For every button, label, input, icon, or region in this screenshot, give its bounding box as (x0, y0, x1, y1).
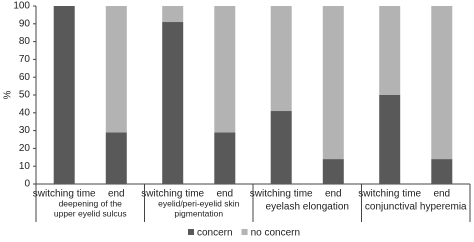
y-tick-label: 10 (19, 161, 31, 172)
bar-segment (270, 6, 292, 112)
bar-segment (214, 132, 236, 184)
group-label: eyelash elongation (266, 202, 349, 213)
x-tick-label: switching time (33, 189, 96, 200)
bar-segment (214, 6, 236, 133)
y-tick-label: 30 (19, 125, 31, 136)
bar-segment (322, 159, 344, 184)
group-label: conjunctival hyperemia (365, 202, 467, 213)
x-tick-label: end (325, 189, 342, 200)
bar-segment (379, 95, 401, 184)
bar-segment (162, 22, 184, 184)
y-tick-label: 70 (19, 54, 31, 65)
y-axis-label: % (3, 90, 14, 99)
legend-swatch (188, 229, 194, 235)
bar-segment (105, 6, 127, 133)
x-tick-label: end (108, 189, 125, 200)
x-tick-label: end (433, 189, 450, 200)
y-tick-label: 20 (19, 143, 31, 154)
group-label: pigmentation (174, 208, 223, 218)
y-tick-label: 0 (24, 179, 30, 190)
legend-label: concern (197, 228, 233, 239)
group-label: eyelid/peri-eyelid skin (158, 198, 240, 208)
y-tick-label: 50 (19, 90, 31, 101)
bar-segment (431, 159, 453, 184)
x-tick-label: switching time (141, 189, 204, 200)
bar-segment (53, 6, 75, 184)
bar-segment (270, 111, 292, 184)
x-tick-label: switching time (358, 189, 421, 200)
y-tick-label: 60 (19, 72, 31, 83)
legend-swatch (241, 229, 248, 235)
legend-label: no concern (251, 228, 300, 239)
bar-segment (431, 6, 453, 160)
y-tick-label: 90 (19, 18, 31, 29)
y-tick-label: 100 (13, 1, 30, 12)
bar-segment (322, 6, 344, 160)
bar-segment (105, 132, 127, 184)
x-tick-label: switching time (250, 189, 313, 200)
group-label: upper eyelid sulcus (54, 208, 127, 218)
bar-segment (162, 6, 184, 23)
y-tick-label: 40 (19, 107, 31, 118)
x-tick-label: end (216, 189, 233, 200)
bar-segment (379, 6, 401, 95)
group-label: deepening of the (59, 198, 123, 208)
y-tick-label: 80 (19, 36, 31, 47)
